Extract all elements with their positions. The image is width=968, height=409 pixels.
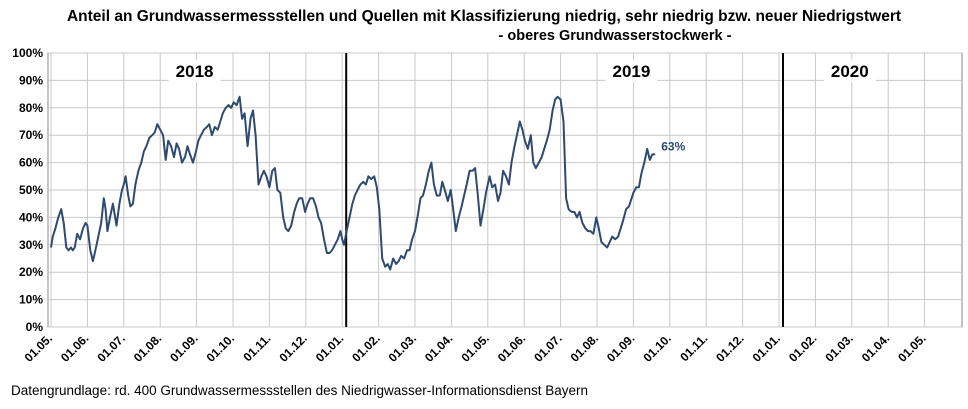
chart-subtitle: - oberes Grundwasserstockwerk - <box>498 28 732 44</box>
chart-title: Anteil an Grundwassermessstellen und Que… <box>66 8 902 25</box>
y-tick-label: 30% <box>19 238 43 252</box>
x-tick-label: 01.03. <box>386 331 419 364</box>
y-tick-label: 100% <box>12 46 43 60</box>
x-tick-label: 01.07. <box>531 331 564 364</box>
x-tick-label: 01.06. <box>58 331 91 364</box>
x-tick-label: 01.09. <box>604 331 637 364</box>
x-tick-label: 01.03. <box>822 331 855 364</box>
x-tick-label: 01.01. <box>313 331 346 364</box>
x-tick-label: 01.04. <box>859 331 892 364</box>
x-tick-label: 01.05. <box>22 331 55 364</box>
x-tick-label: 01.05. <box>895 331 928 364</box>
y-tick-label: 0% <box>26 320 44 334</box>
y-tick-label: 80% <box>19 101 43 115</box>
year-label-background <box>823 60 876 82</box>
x-tick-label: 01.10. <box>640 331 673 364</box>
x-tick-label: 01.11. <box>240 331 273 364</box>
y-tick-label: 90% <box>19 73 43 87</box>
x-tick-label: 01.08. <box>131 331 164 364</box>
x-tick-label: 01.11. <box>677 331 710 364</box>
end-value-label: 63% <box>661 139 685 153</box>
x-tick-label: 01.02. <box>349 331 382 364</box>
x-tick-label: 01.01. <box>750 331 783 364</box>
y-tick-label: 70% <box>19 128 43 142</box>
x-tick-label: 01.06. <box>495 331 528 364</box>
data-source-note: Datengrundlage: rd. 400 Grundwassermesss… <box>11 383 589 398</box>
x-tick-label: 01.05. <box>458 331 491 364</box>
year-label-background <box>605 60 658 82</box>
year-label: 2019 <box>612 62 650 81</box>
x-tick-label: 01.07. <box>94 331 127 364</box>
series-line <box>50 95 656 271</box>
x-tick-label: 01.12. <box>276 331 309 364</box>
x-tick-label: 01.08. <box>568 331 601 364</box>
x-tick-label: 01.04. <box>422 331 455 364</box>
y-tick-label: 50% <box>19 183 43 197</box>
x-tick-label: 01.02. <box>786 331 819 364</box>
y-tick-label: 10% <box>19 293 43 307</box>
x-tick-label: 01.09. <box>167 331 200 364</box>
year-label: 2020 <box>831 62 869 81</box>
y-tick-label: 60% <box>19 156 43 170</box>
year-label: 2018 <box>176 62 214 81</box>
x-tick-label: 01.12. <box>713 331 746 364</box>
y-tick-label: 20% <box>19 265 43 279</box>
y-tick-label: 40% <box>19 210 43 224</box>
x-tick-label: 01.10. <box>204 331 237 364</box>
year-label-background <box>168 60 221 82</box>
